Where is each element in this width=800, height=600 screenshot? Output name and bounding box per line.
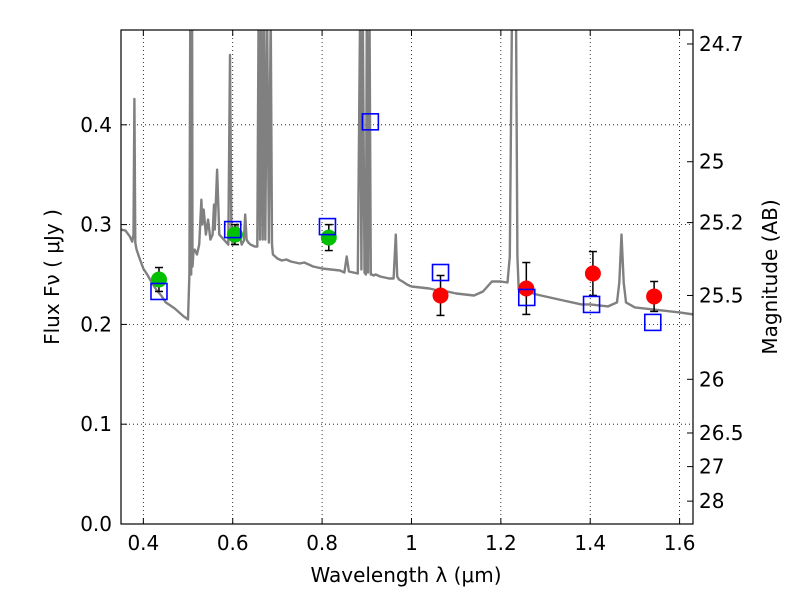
model-spectrum-line [121,30,693,321]
model-flux-square [318,217,337,236]
observed-flux-point [320,229,337,246]
observed-flux-point [432,287,449,304]
observed-flux-point [646,288,663,305]
observed-flux-point [226,226,243,243]
x-tick-label: 1 [405,531,418,555]
observed-flux-point [150,271,167,288]
y2-axis-title: Magnitude (AB) [758,199,782,354]
plot-background [121,30,693,524]
model-flux-square [431,263,450,282]
model-flux-square [643,313,662,332]
plot-area [121,30,693,332]
y-tick-label: 0.2 [80,312,112,336]
x-axis-title: Wavelength λ (μm) [310,563,501,587]
x-tick-label: 0.8 [306,531,338,555]
x-tick-label: 0.6 [217,531,249,555]
y2-tick-label: 26 [699,367,724,391]
x-tick-label: 1.2 [485,531,517,555]
axis-ticks: 0.4 0.6 0.8 1 1.2 1.4 1.6 0.0 0.1 0.2 0.3 0.4 24.7 25… [80,30,744,555]
model-flux-square [517,288,536,307]
observed-flux-point [518,280,535,297]
data-points-layer [150,113,663,332]
y-tick-label: 0.1 [80,412,112,436]
plot-frame [120,29,694,525]
y2-tick-label: 24.7 [699,32,744,56]
y2-tick-label: 27 [699,455,724,479]
x-tick-label: 1.6 [664,531,696,555]
y2-tick-label: 25.2 [699,211,744,235]
y-axis-title: Flux Fν ( μJy ) [40,209,64,345]
y-tick-label: 0.4 [80,113,112,137]
y-tick-label: 0.0 [80,512,112,536]
y2-tick-label: 26.5 [699,421,744,445]
x-tick-label: 0.4 [127,531,159,555]
y2-tick-label: 25.5 [699,283,744,307]
y-tick-label: 0.3 [80,213,112,237]
model-flux-square [150,282,168,301]
observed-flux-point [584,265,601,282]
model-flux-square [582,295,601,314]
x-tick-label: 1.4 [574,531,606,555]
model-spectrum-layer [121,30,693,321]
model-flux-square [361,113,380,131]
y2-tick-label: 28 [699,489,724,513]
y2-tick-label: 25 [699,150,724,174]
model-flux-square [223,220,242,239]
